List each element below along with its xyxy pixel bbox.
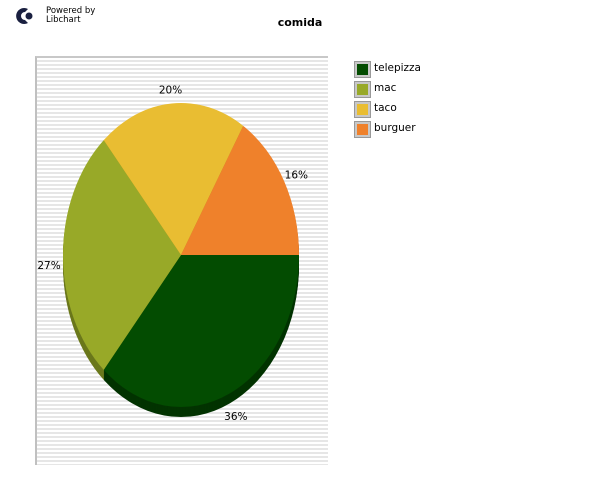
data-label-mac: 27% <box>37 260 60 272</box>
pie-slice-mac <box>63 140 181 370</box>
legend-swatch <box>354 61 371 78</box>
chart-title: comida <box>277 16 323 29</box>
data-label-burguer: 16% <box>285 169 308 181</box>
legend-label: telepizza <box>374 62 421 74</box>
pie-slice-burguer <box>181 125 299 255</box>
powered-by-text: Powered by <box>46 6 96 16</box>
legend-label: mac <box>374 82 397 94</box>
libchart-logo-icon <box>13 5 35 27</box>
legend-swatch <box>354 121 371 138</box>
legend-label: taco <box>374 102 397 114</box>
legend-swatch <box>354 101 371 118</box>
libchart-text: Libchart <box>46 15 81 25</box>
legend-label: burguer <box>374 122 416 134</box>
data-label-telepizza: 36% <box>224 411 247 423</box>
data-label-taco: 20% <box>159 85 182 97</box>
legend-swatch <box>354 81 371 98</box>
pie-slice-taco <box>103 103 244 256</box>
pie-slice-telepizza <box>103 255 299 407</box>
